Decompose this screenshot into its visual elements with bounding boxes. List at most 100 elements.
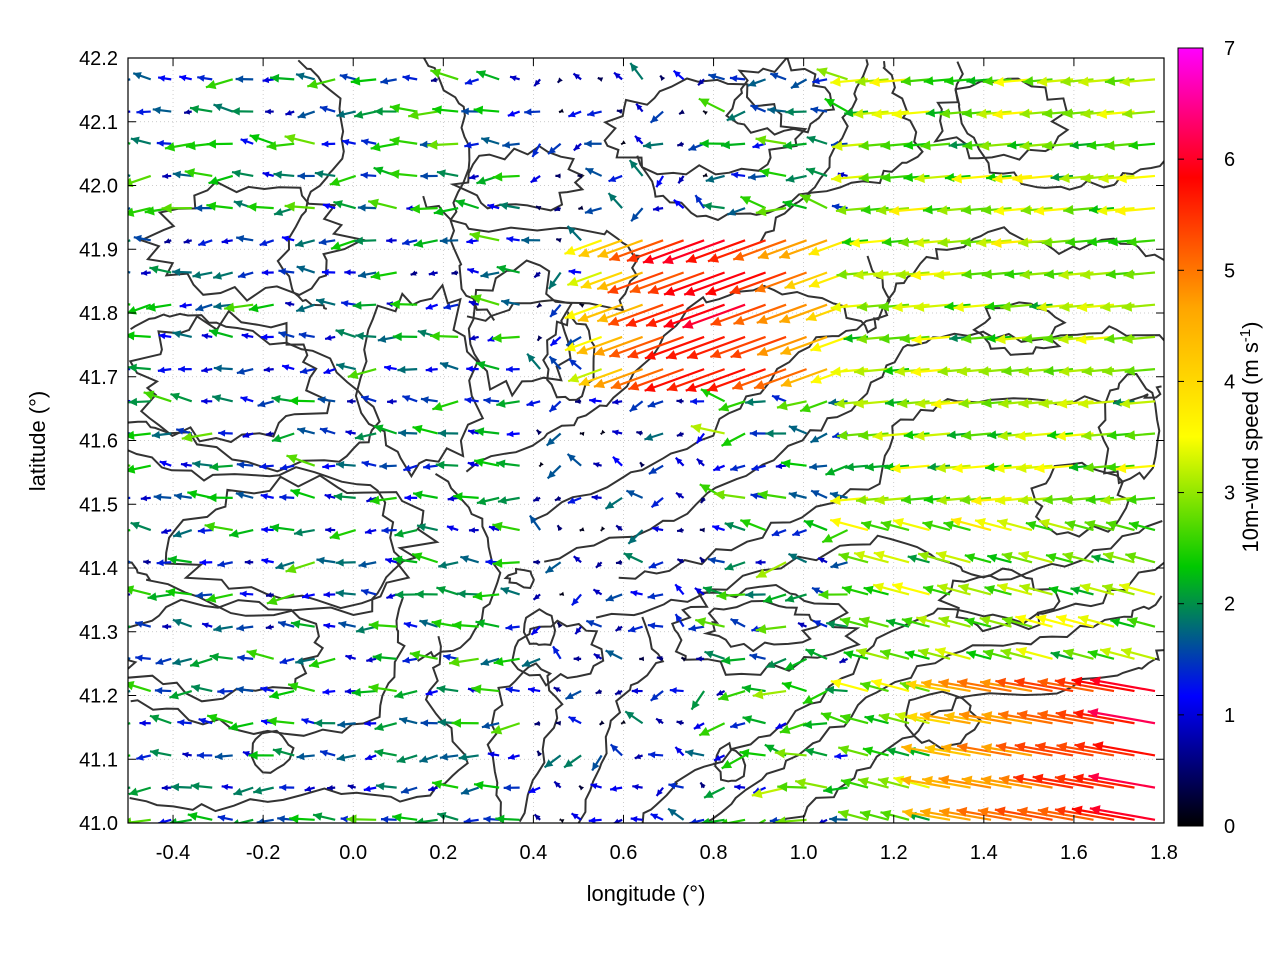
wind-arrow [242, 431, 254, 438]
wind-arrow [1045, 552, 1074, 564]
wind-arrow [410, 204, 438, 214]
wind-arrow [285, 561, 316, 574]
wind-arrow [296, 427, 315, 435]
wind-arrow [600, 429, 606, 436]
wind-arrow [189, 657, 213, 668]
wind-arrow [487, 751, 500, 758]
wind-arrow [712, 464, 726, 472]
terrain-contours [128, 58, 1164, 823]
wind-arrow [172, 268, 192, 276]
wind-arrow [483, 396, 500, 405]
wind-arrow [943, 520, 971, 532]
wind-arrow [765, 429, 787, 438]
wind-arrow [156, 139, 172, 147]
wind-arrow [260, 686, 274, 693]
wind-arrow [1015, 614, 1053, 628]
x-tick-label: 1.6 [1060, 842, 1088, 864]
wind-arrow [165, 587, 192, 597]
wind-arrow [690, 423, 725, 435]
wind-arrow [927, 462, 951, 472]
contour-line [128, 309, 331, 444]
wind-arrow [837, 745, 869, 757]
wind-arrow [499, 201, 520, 210]
wind-arrow [236, 624, 254, 632]
wind-arrow [655, 175, 665, 188]
wind-arrow [263, 366, 274, 373]
wind-arrow [871, 108, 910, 119]
wind-arrow [863, 585, 889, 596]
wind-arrow [729, 464, 746, 472]
wind-arrow [849, 237, 889, 248]
wind-arrow [492, 172, 520, 182]
wind-arrow [392, 813, 418, 823]
wind-arrow [840, 778, 869, 789]
wind-arrow [1074, 741, 1135, 757]
wind-arrow [627, 335, 684, 359]
wind-arrow [279, 657, 295, 665]
wind-arrow [425, 689, 438, 696]
wind-arrow [1050, 172, 1074, 182]
wind-arrow [435, 460, 459, 470]
wind-arrow [919, 711, 971, 725]
wind-arrow [553, 686, 562, 693]
wind-arrow [201, 398, 213, 405]
wind-arrow [128, 786, 152, 796]
wind-arrow [1001, 551, 1033, 564]
wind-arrow [491, 333, 520, 343]
wind-arrow [204, 522, 233, 532]
wind-arrow [696, 656, 705, 662]
wind-arrow [319, 749, 336, 757]
wind-arrow [265, 592, 274, 598]
wind-arrow [277, 620, 295, 628]
wind-arrow [413, 239, 438, 248]
wind-arrow [642, 141, 664, 150]
wind-arrow [266, 141, 295, 151]
wind-arrow [978, 140, 1012, 151]
wind-arrow [604, 496, 623, 510]
wind-arrow [1081, 430, 1115, 441]
wind-arrow [533, 78, 541, 87]
wind-arrow [1000, 301, 1033, 312]
wind-arrow [1065, 237, 1094, 247]
wind-arrow [261, 269, 274, 276]
wind-arrow [244, 559, 254, 566]
wind-arrow [755, 559, 766, 566]
wind-arrow [156, 559, 172, 567]
wind-arrow [674, 746, 685, 757]
wind-arrow [627, 625, 643, 633]
wind-arrow [877, 777, 910, 789]
wind-arrow [140, 269, 151, 276]
wind-arrow [703, 786, 726, 799]
wind-arrow [336, 753, 356, 762]
wind-arrow [699, 527, 705, 533]
wind-arrow [1104, 76, 1135, 87]
wind-arrow [212, 271, 234, 280]
wind-arrow [324, 493, 336, 500]
wind-arrow [201, 622, 213, 629]
wind-arrow [612, 398, 623, 405]
wind-arrow [128, 397, 151, 407]
wind-arrow [1058, 334, 1094, 345]
wind-arrow [612, 429, 623, 436]
wind-arrow [980, 204, 1012, 215]
wind-arrow [629, 400, 644, 413]
wind-arrow [688, 142, 705, 152]
wind-arrow [627, 529, 644, 545]
contour-line [543, 325, 1164, 563]
wind-arrow [579, 431, 585, 437]
wind-arrow [824, 464, 848, 476]
contour-line [503, 567, 535, 590]
wind-arrow [966, 650, 992, 660]
wind-arrow [874, 495, 910, 506]
wind-arrow [149, 714, 172, 725]
wind-arrow [469, 334, 479, 341]
wind-arrow [237, 654, 254, 662]
wind-arrow [585, 619, 603, 628]
wind-arrow [461, 107, 479, 116]
wind-arrow [747, 78, 766, 87]
wind-arrow [500, 586, 520, 596]
wind-arrow [830, 678, 869, 693]
wind-arrow [584, 207, 602, 215]
wind-arrow [759, 167, 787, 178]
wind-arrow [149, 748, 172, 757]
